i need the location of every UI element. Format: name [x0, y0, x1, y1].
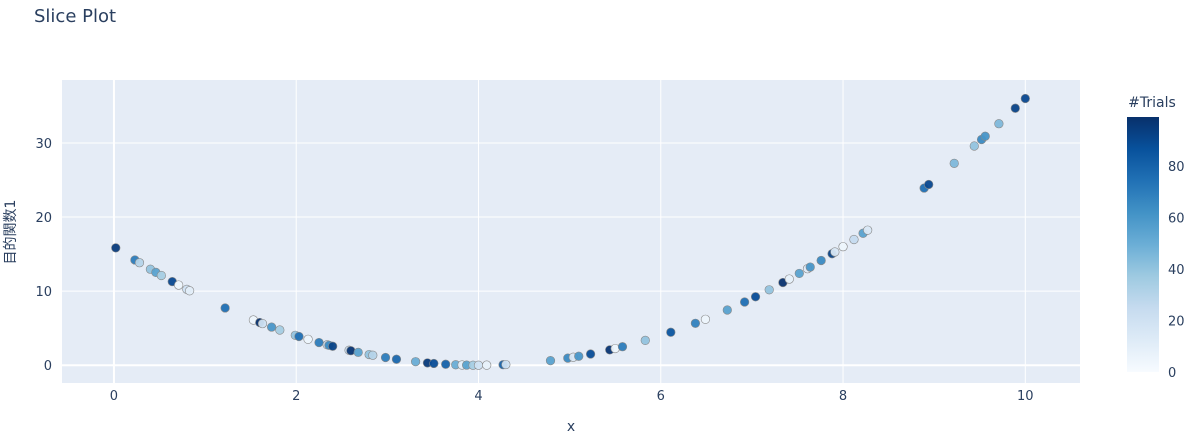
data-point	[441, 359, 451, 369]
data-point	[949, 158, 959, 168]
data-point	[794, 268, 804, 279]
data-point	[830, 247, 840, 257]
x-axis-label: x	[567, 419, 575, 435]
data-point	[294, 331, 304, 342]
data-point	[353, 347, 363, 357]
data-point	[849, 234, 859, 245]
data-point	[1010, 103, 1020, 113]
y-axis-label: 目的関数1	[3, 200, 19, 265]
data-point	[994, 119, 1004, 129]
data-point	[969, 141, 979, 151]
data-point	[429, 358, 439, 369]
data-point	[784, 274, 794, 284]
y-tick-label: 0	[44, 359, 52, 374]
data-point	[863, 225, 873, 235]
colorbar-tick-label: 0	[1168, 366, 1176, 381]
x-tick-label: 8	[839, 389, 847, 404]
data-point	[156, 270, 166, 281]
data-point	[924, 179, 934, 190]
data-point	[328, 341, 338, 351]
x-tick-label: 0	[110, 389, 118, 404]
data-point	[585, 349, 596, 359]
data-point	[816, 255, 826, 266]
data-point	[303, 334, 313, 344]
data-point	[275, 325, 285, 335]
colorbar-tick-label: 40	[1168, 263, 1185, 278]
y-tick-label: 20	[35, 211, 52, 226]
data-point	[750, 292, 761, 302]
data-point	[267, 322, 277, 332]
data-point	[722, 305, 732, 315]
data-point	[805, 262, 815, 272]
colorbar-tick-label: 80	[1168, 160, 1185, 175]
data-point	[700, 314, 711, 324]
data-point	[134, 258, 145, 268]
x-tick-label: 6	[657, 389, 665, 404]
colorbar-tick-label: 60	[1168, 211, 1185, 226]
data-point	[220, 303, 230, 313]
x-tick-label: 10	[1017, 389, 1034, 404]
data-point	[473, 360, 484, 370]
data-point	[545, 356, 556, 366]
data-point	[174, 280, 184, 290]
colorbar-tick-label: 20	[1168, 314, 1185, 329]
y-tick-label: 30	[35, 137, 52, 152]
data-point	[574, 351, 584, 361]
x-tick-label: 2	[292, 389, 300, 404]
data-point	[257, 318, 268, 329]
chart-title: Slice Plot	[34, 6, 117, 27]
data-point	[617, 342, 628, 352]
data-point	[501, 359, 511, 370]
data-point	[184, 286, 195, 296]
data-point	[838, 242, 848, 252]
data-point	[368, 350, 378, 360]
colorbar-title: #Trials	[1128, 95, 1176, 111]
plot-area	[62, 80, 1080, 383]
data-point	[391, 354, 402, 364]
data-point	[980, 131, 990, 141]
data-point	[690, 318, 701, 328]
data-point	[111, 243, 121, 253]
data-point	[640, 335, 650, 346]
data-point	[666, 327, 676, 337]
data-point	[482, 360, 492, 370]
data-point	[314, 337, 324, 348]
data-point	[380, 352, 391, 363]
data-point	[764, 285, 774, 295]
x-tick-label: 4	[474, 389, 482, 404]
data-point	[740, 297, 750, 307]
y-tick-label: 10	[35, 285, 52, 300]
colorbar	[1127, 117, 1159, 372]
data-point	[411, 357, 421, 367]
data-point	[1020, 93, 1030, 104]
